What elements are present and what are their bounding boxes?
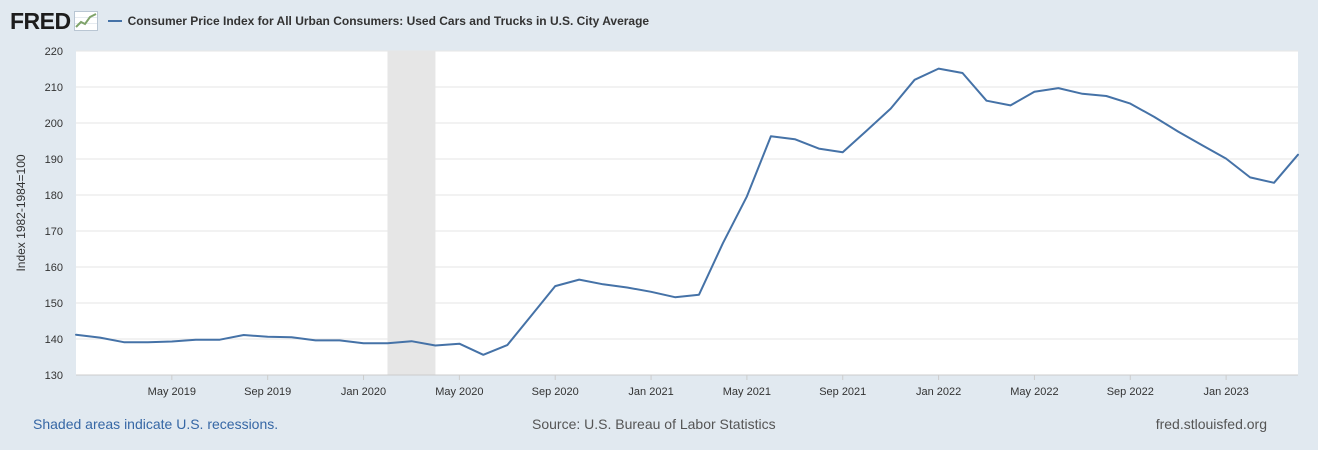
data-point — [1296, 152, 1301, 157]
data-point — [720, 241, 725, 246]
source-text: Source: U.S. Bureau of Labor Statistics — [532, 416, 776, 432]
fred-logo-text: FRED — [10, 7, 71, 34]
data-point — [1080, 91, 1085, 96]
x-tick-label: Jan 2020 — [341, 386, 386, 398]
data-point — [481, 352, 486, 357]
x-tick-label: May 2021 — [723, 386, 771, 398]
data-point — [337, 338, 342, 343]
data-point — [984, 98, 989, 103]
fred-logo-graph-icon — [73, 11, 98, 31]
data-point — [696, 292, 701, 297]
x-tick-label: Jan 2022 — [916, 386, 961, 398]
data-point — [1008, 103, 1013, 108]
data-point — [1200, 143, 1205, 148]
data-point — [433, 343, 438, 348]
y-tick-label: 160 — [45, 262, 63, 274]
data-point — [1248, 175, 1253, 180]
y-tick-label: 130 — [45, 370, 63, 382]
data-point — [768, 134, 773, 139]
x-tick-label: May 2020 — [435, 386, 483, 398]
data-point — [625, 285, 630, 290]
data-point — [1224, 156, 1229, 161]
chart-header: FRED Consumer Price Index for All Urban … — [10, 8, 649, 34]
data-point — [888, 106, 893, 111]
y-tick-label: 210 — [45, 82, 63, 94]
recession-note-link[interactable]: Shaded areas indicate U.S. recessions. — [33, 416, 279, 432]
data-point — [361, 341, 366, 346]
y-tick-label: 180 — [45, 190, 63, 202]
data-point — [577, 277, 582, 282]
data-point — [1152, 114, 1157, 119]
chart-legend[interactable]: Consumer Price Index for All Urban Consu… — [107, 14, 650, 28]
data-point — [97, 335, 102, 340]
y-tick-label: 140 — [45, 334, 63, 346]
y-tick-label: 200 — [45, 118, 63, 130]
legend-swatch — [107, 20, 122, 22]
data-point — [816, 146, 821, 151]
x-tick-label: Sep 2021 — [819, 386, 866, 398]
data-point — [145, 340, 150, 345]
data-point — [553, 284, 558, 289]
data-point — [744, 194, 749, 199]
data-point — [960, 70, 965, 75]
x-tick-label: May 2019 — [148, 386, 196, 398]
data-point — [457, 341, 462, 346]
y-tick-label: 170 — [45, 226, 63, 238]
data-point — [1128, 101, 1133, 106]
data-point — [313, 338, 318, 343]
y-tick-label: 220 — [45, 46, 63, 58]
x-tick-label: Jan 2021 — [628, 386, 673, 398]
data-point — [1104, 94, 1109, 99]
data-point — [409, 339, 414, 344]
data-point — [601, 282, 606, 287]
fred-logo[interactable]: FRED — [10, 7, 98, 34]
series-line — [75, 67, 1299, 356]
data-point — [673, 295, 678, 300]
data-point — [193, 337, 198, 342]
data-point — [912, 77, 917, 82]
data-point — [1056, 86, 1061, 91]
data-point — [529, 313, 534, 318]
data-point — [1176, 129, 1181, 134]
data-point — [74, 332, 79, 337]
data-point — [840, 150, 845, 155]
data-point — [217, 337, 222, 342]
data-point — [289, 335, 294, 340]
data-point — [265, 334, 270, 339]
plot-area — [76, 51, 1298, 375]
x-tick-label: Jan 2023 — [1203, 386, 1248, 398]
y-axis-title: Index 1982-1984=100 — [14, 154, 28, 271]
data-point — [505, 343, 510, 348]
recession-shade — [387, 51, 436, 375]
x-tick-label: Sep 2019 — [244, 386, 291, 398]
data-point — [936, 66, 941, 71]
data-point — [385, 341, 390, 346]
data-point — [649, 289, 654, 294]
data-point — [121, 340, 126, 345]
data-point — [1032, 89, 1037, 94]
legend-series-label: Consumer Price Index for All Urban Consu… — [127, 14, 650, 28]
y-tick-label: 150 — [45, 298, 63, 310]
data-point — [241, 333, 246, 338]
x-tick-label: Sep 2022 — [1107, 386, 1154, 398]
y-tick-label: 190 — [45, 154, 63, 166]
x-tick-label: Sep 2020 — [532, 386, 579, 398]
data-point — [792, 137, 797, 142]
fred-site-text: fred.stlouisfed.org — [1155, 416, 1267, 432]
data-point — [1272, 180, 1277, 185]
data-point — [864, 128, 869, 133]
data-point — [169, 339, 174, 344]
x-tick-label: May 2022 — [1010, 386, 1058, 398]
